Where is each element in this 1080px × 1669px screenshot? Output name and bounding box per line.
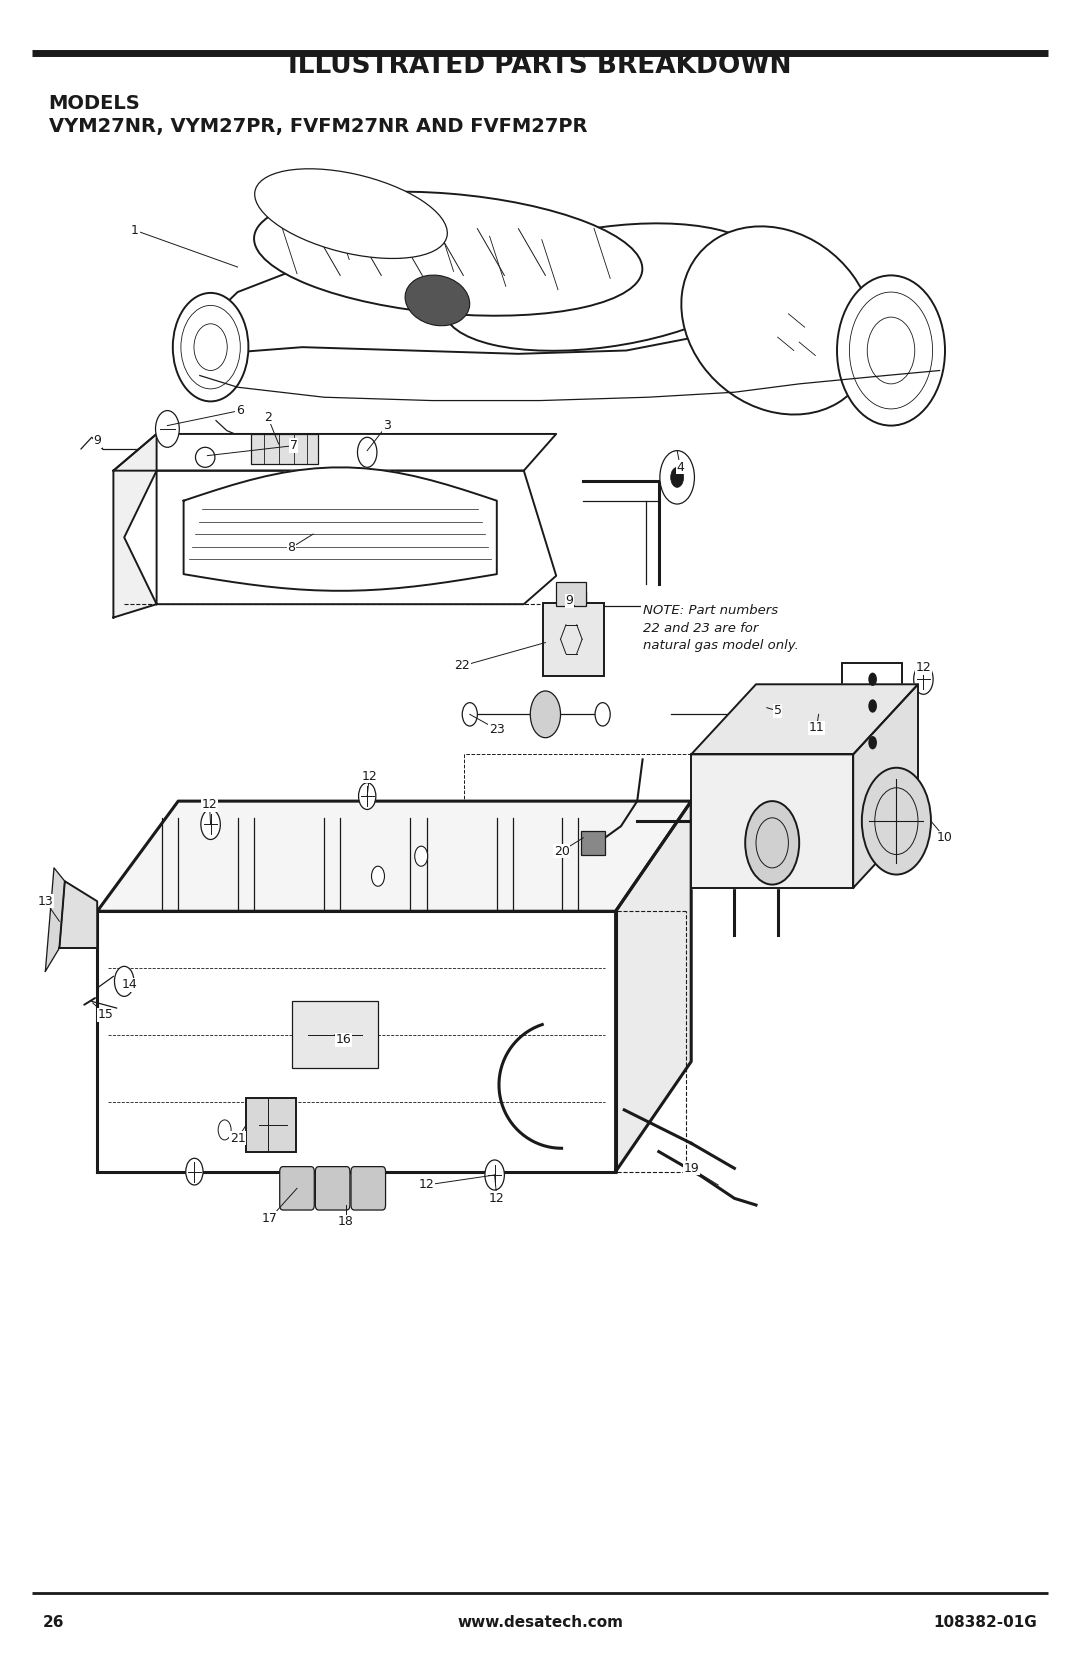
Circle shape	[595, 703, 610, 726]
FancyBboxPatch shape	[280, 1167, 314, 1210]
Circle shape	[485, 1160, 504, 1190]
FancyBboxPatch shape	[351, 1167, 386, 1210]
Text: 8: 8	[287, 541, 296, 554]
Text: 6: 6	[235, 404, 244, 417]
Circle shape	[357, 437, 377, 467]
Polygon shape	[691, 754, 853, 888]
Ellipse shape	[681, 227, 874, 414]
Text: ILLUSTRATED PARTS BREAKDOWN: ILLUSTRATED PARTS BREAKDOWN	[288, 53, 792, 78]
Polygon shape	[124, 471, 556, 604]
Circle shape	[415, 846, 428, 866]
Polygon shape	[691, 684, 918, 754]
Circle shape	[660, 451, 694, 504]
Ellipse shape	[195, 447, 215, 467]
Text: 4: 4	[676, 461, 685, 474]
FancyBboxPatch shape	[543, 603, 604, 676]
Text: www.desatech.com: www.desatech.com	[457, 1616, 623, 1629]
Ellipse shape	[254, 192, 643, 315]
Circle shape	[186, 1158, 203, 1185]
Circle shape	[868, 699, 877, 713]
Circle shape	[745, 801, 799, 885]
Text: 11: 11	[809, 721, 824, 734]
Ellipse shape	[837, 275, 945, 426]
FancyBboxPatch shape	[581, 831, 605, 855]
Polygon shape	[45, 868, 65, 971]
Ellipse shape	[255, 169, 447, 259]
Text: 17: 17	[262, 1212, 278, 1225]
Text: 108382-01G: 108382-01G	[933, 1616, 1037, 1629]
Text: 23: 23	[489, 723, 504, 736]
Text: MODELS: MODELS	[49, 93, 140, 113]
Text: 12: 12	[362, 769, 377, 783]
Text: 14: 14	[122, 978, 137, 991]
Text: 12: 12	[202, 798, 217, 811]
Text: 22: 22	[455, 659, 470, 673]
Text: NOTE: Part numbers
22 and 23 are for
natural gas model only.: NOTE: Part numbers 22 and 23 are for nat…	[643, 604, 798, 653]
Polygon shape	[113, 434, 157, 618]
Text: 18: 18	[338, 1215, 353, 1228]
Ellipse shape	[194, 172, 842, 462]
Text: 15: 15	[98, 1008, 113, 1021]
Circle shape	[201, 809, 220, 840]
Circle shape	[868, 673, 877, 686]
Circle shape	[114, 966, 134, 996]
Ellipse shape	[444, 224, 766, 350]
Circle shape	[530, 691, 561, 738]
Text: 3: 3	[382, 419, 391, 432]
FancyBboxPatch shape	[556, 582, 586, 606]
Ellipse shape	[156, 411, 179, 447]
Polygon shape	[59, 881, 97, 948]
Text: 10: 10	[937, 831, 953, 845]
Text: 12: 12	[916, 661, 931, 674]
Text: 26: 26	[43, 1616, 65, 1629]
Text: 2: 2	[264, 411, 272, 424]
FancyBboxPatch shape	[246, 1098, 296, 1152]
Circle shape	[862, 768, 931, 875]
Circle shape	[914, 664, 933, 694]
Polygon shape	[853, 684, 918, 888]
Text: 21: 21	[230, 1132, 245, 1145]
Polygon shape	[113, 434, 556, 471]
Ellipse shape	[173, 294, 248, 402]
FancyBboxPatch shape	[292, 1001, 378, 1068]
Text: 19: 19	[684, 1162, 699, 1175]
Text: 20: 20	[554, 845, 569, 858]
Circle shape	[868, 736, 877, 749]
Text: 12: 12	[489, 1192, 504, 1205]
Text: 13: 13	[38, 895, 53, 908]
Circle shape	[359, 783, 376, 809]
Circle shape	[808, 698, 829, 731]
Text: 1: 1	[131, 224, 139, 237]
Polygon shape	[97, 801, 691, 911]
Text: VYM27NR, VYM27PR, FVFM27NR AND FVFM27PR: VYM27NR, VYM27PR, FVFM27NR AND FVFM27PR	[49, 117, 588, 137]
Circle shape	[671, 467, 684, 487]
Text: 12: 12	[419, 1178, 434, 1192]
Ellipse shape	[405, 275, 470, 325]
Text: 5: 5	[773, 704, 782, 718]
Text: 16: 16	[336, 1033, 351, 1046]
Polygon shape	[184, 467, 497, 591]
Circle shape	[756, 691, 778, 724]
Polygon shape	[97, 911, 616, 1172]
FancyBboxPatch shape	[315, 1167, 350, 1210]
FancyBboxPatch shape	[251, 434, 318, 464]
Text: 9: 9	[93, 434, 102, 447]
Text: 7: 7	[289, 439, 298, 452]
Text: 9: 9	[565, 594, 573, 608]
Circle shape	[462, 703, 477, 726]
Circle shape	[372, 866, 384, 886]
Polygon shape	[194, 242, 734, 354]
FancyBboxPatch shape	[842, 663, 902, 763]
Circle shape	[218, 1120, 231, 1140]
Polygon shape	[616, 801, 691, 1172]
